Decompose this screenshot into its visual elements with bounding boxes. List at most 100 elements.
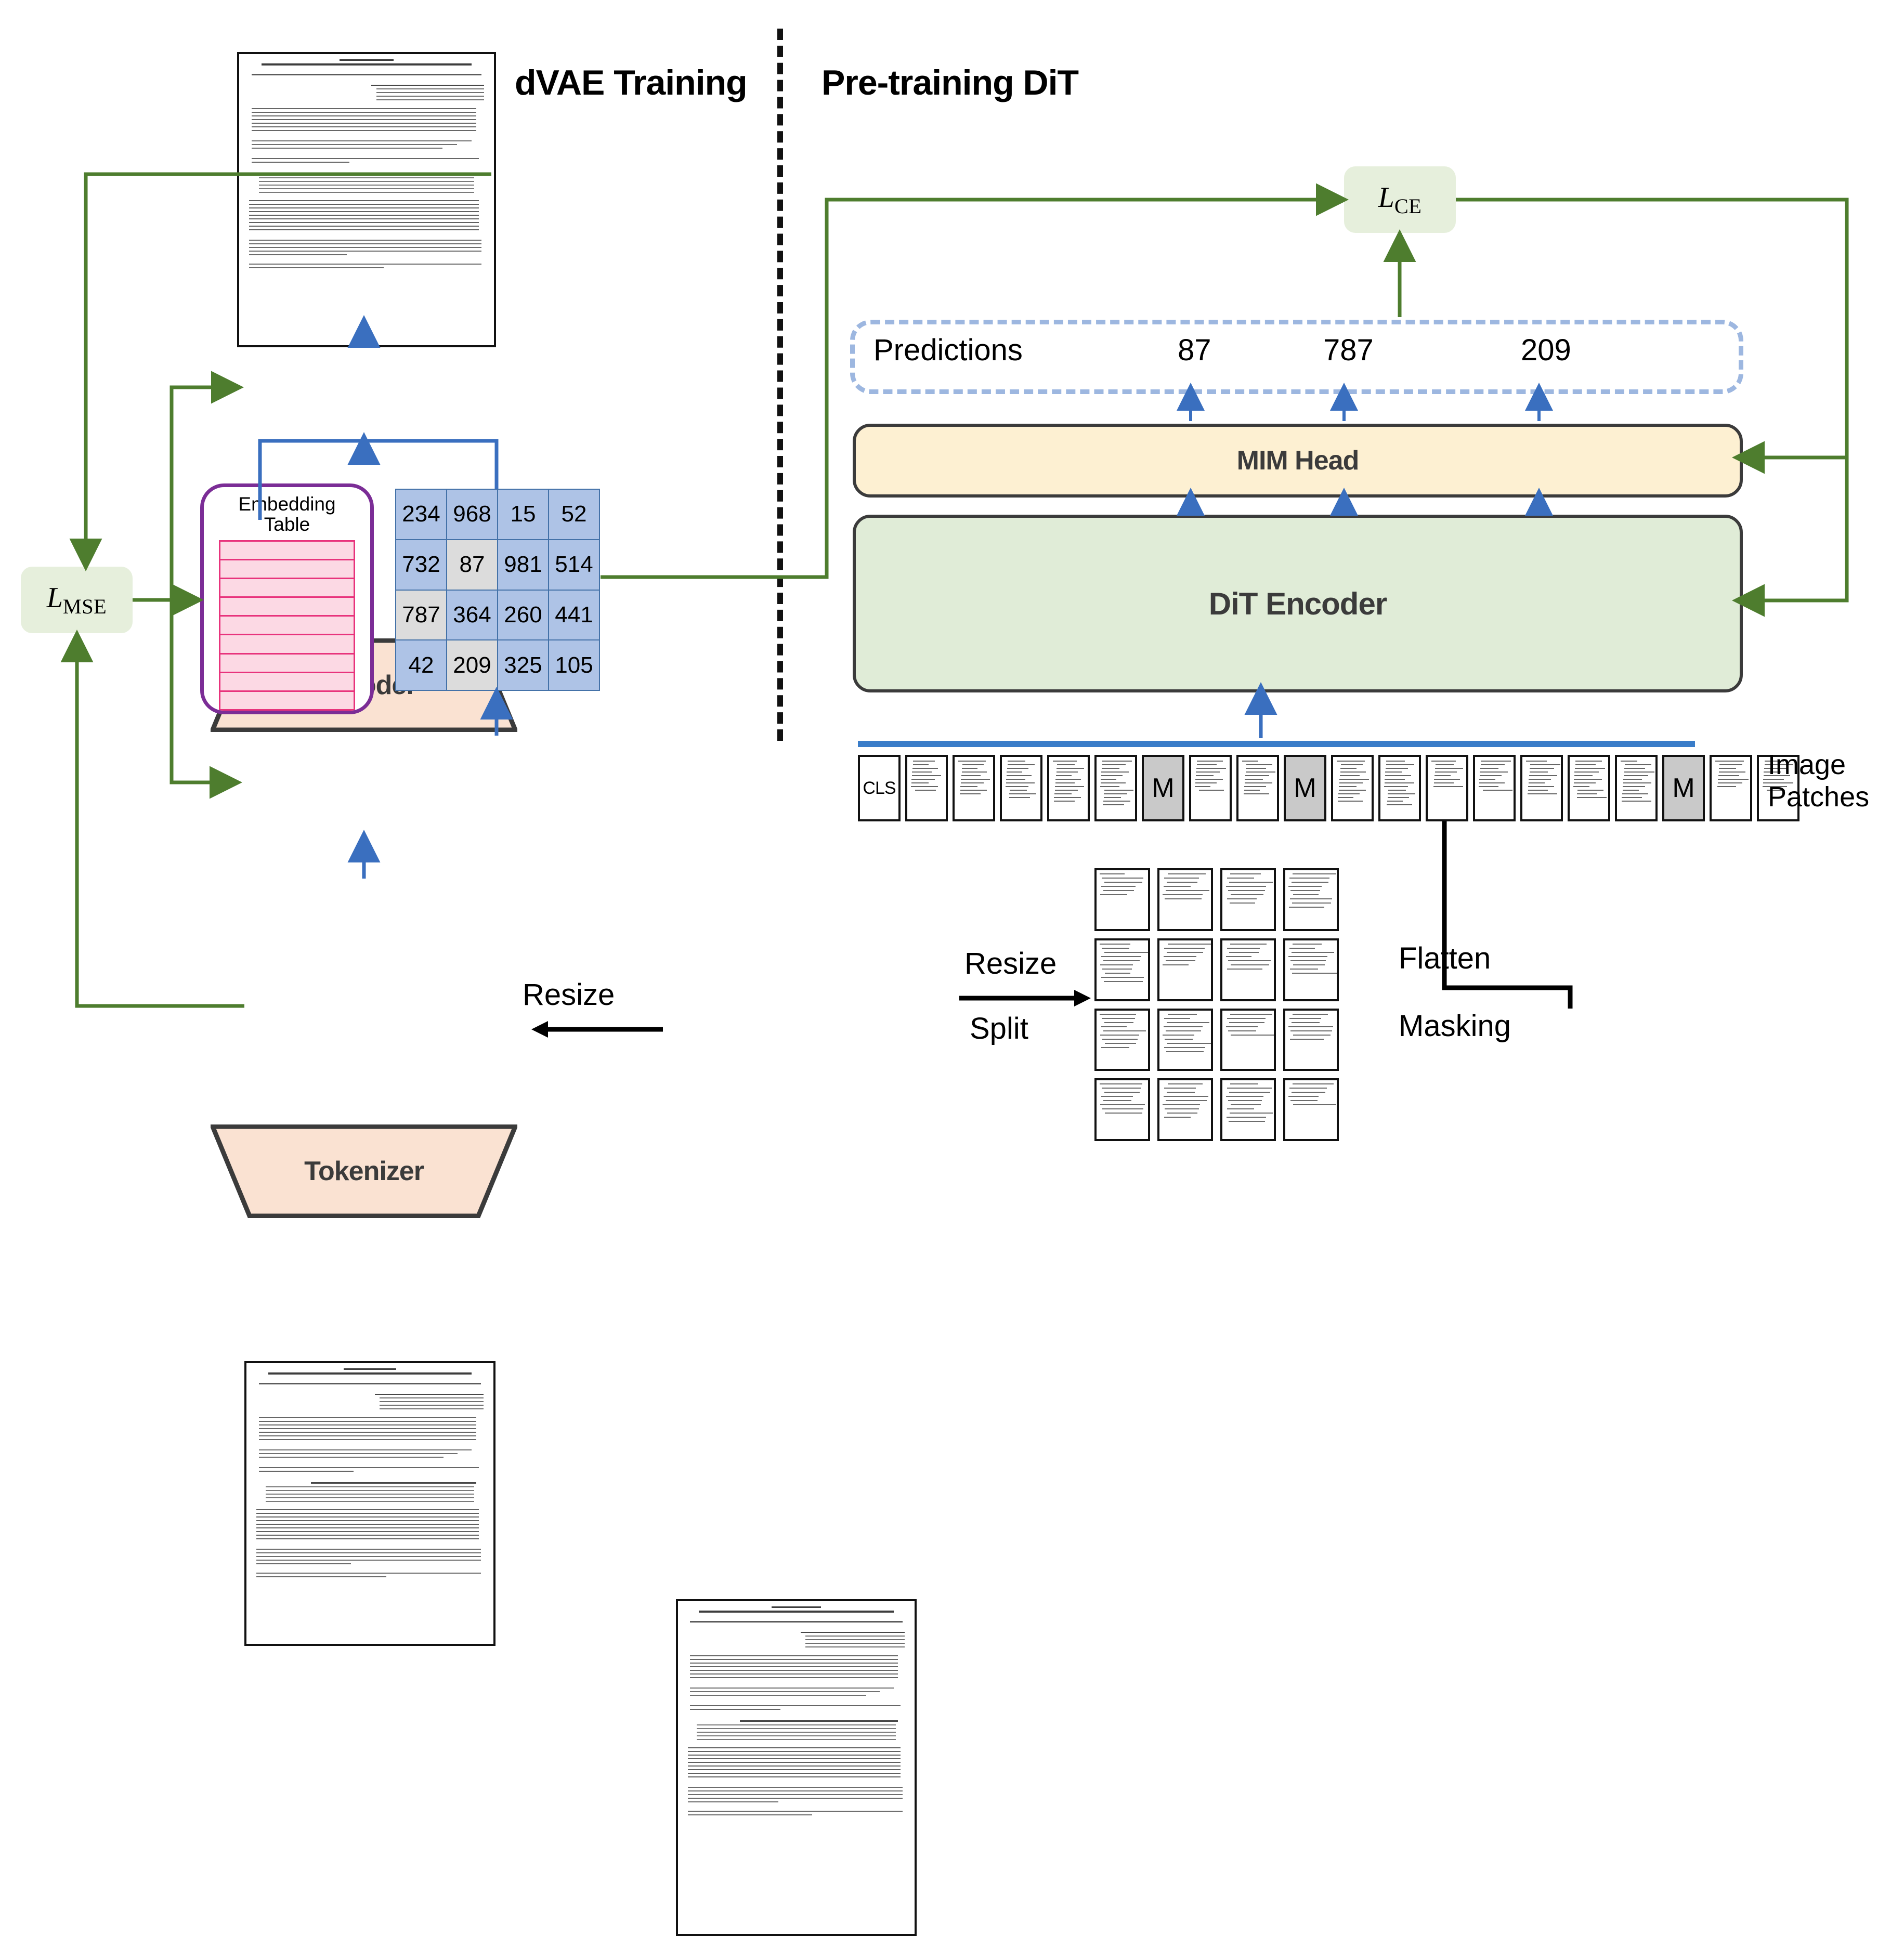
document-text-line — [261, 63, 472, 66]
document-text-line — [1718, 779, 1749, 780]
document-text-line — [376, 88, 484, 89]
mim-head-label: MIM Head — [1236, 446, 1360, 476]
document-text-line — [958, 761, 986, 762]
document-text-line — [256, 1563, 351, 1564]
split-patch — [1283, 868, 1339, 931]
token-cell: 260 — [498, 590, 548, 640]
image-patch — [1378, 755, 1421, 821]
document-text-line — [252, 148, 442, 149]
page-title-dvae: dVAE Training — [515, 63, 748, 102]
document-text-line — [252, 123, 477, 124]
token-cell: 364 — [447, 590, 497, 640]
document-text-line — [1388, 790, 1406, 791]
document-text-line — [1480, 768, 1499, 769]
document-text-line — [771, 1606, 821, 1608]
document-text-line — [687, 1761, 901, 1763]
document-text-line — [1230, 1083, 1258, 1085]
resize-left-label: Resize — [523, 978, 615, 1012]
document-text-line — [249, 243, 481, 244]
document-text-line — [340, 59, 394, 61]
document-text-line — [1228, 890, 1265, 891]
image-patch-sequence: CLS M M M — [858, 755, 1799, 821]
document-text-line — [1100, 786, 1120, 787]
document-text-line — [1227, 1108, 1254, 1110]
document-text-line — [1102, 768, 1120, 769]
document-text-line — [1101, 779, 1117, 780]
split-patch — [1283, 938, 1339, 1001]
document-text-line — [1166, 890, 1210, 891]
document-text-line — [1055, 786, 1084, 787]
document-text-line — [1167, 1013, 1197, 1015]
document-text-line — [1621, 761, 1638, 762]
document-text-line — [1164, 1117, 1191, 1118]
document-text-line — [1482, 790, 1512, 791]
document-text-line — [252, 158, 479, 159]
document-text-line — [1053, 801, 1075, 802]
document-text-line — [1764, 771, 1781, 773]
document-text-line — [266, 1486, 474, 1487]
predictions-box — [850, 320, 1743, 394]
token-cell: 441 — [549, 590, 599, 640]
embedding-table-title: Embedding Table — [238, 493, 336, 535]
document-text-line — [252, 126, 477, 127]
document-text-line — [1006, 779, 1026, 780]
image-patch — [1000, 755, 1042, 821]
document-text-line — [1229, 882, 1273, 883]
document-text-line — [1104, 1092, 1140, 1093]
document-text-line — [687, 1747, 901, 1748]
image-patch — [1473, 755, 1516, 821]
document-text-line — [1575, 768, 1606, 769]
document-text-line — [1434, 779, 1460, 780]
document-text-line — [1054, 797, 1081, 798]
document-text-line — [1339, 786, 1357, 787]
document-text-line — [256, 1512, 479, 1514]
document-text-line — [1242, 761, 1259, 762]
document-text-line — [1623, 782, 1651, 783]
document-text-line — [1163, 886, 1191, 887]
dit-encoder-block: DiT Encoder — [853, 515, 1743, 692]
document-text-line — [1101, 956, 1142, 957]
embedding-table-rows — [218, 540, 356, 711]
document-text-line — [1100, 1104, 1145, 1106]
document-text-line — [1717, 782, 1742, 783]
document-text-line — [911, 782, 929, 783]
document-text-line — [1574, 771, 1599, 773]
document-text-line — [249, 200, 479, 201]
document-text-line — [256, 1509, 479, 1510]
document-text-line — [1245, 771, 1275, 773]
document-text-line — [1387, 804, 1412, 805]
document-text-line — [1225, 886, 1267, 887]
document-text-line — [805, 1639, 905, 1640]
document-text-line — [911, 775, 941, 776]
token-cell: 52 — [549, 490, 599, 539]
document-text-line — [1163, 964, 1189, 965]
document-text-line — [690, 1673, 898, 1675]
document-text-line — [1245, 775, 1269, 776]
document-text-line — [1101, 886, 1136, 887]
document-text-line — [1340, 764, 1363, 765]
document-text-line — [371, 84, 484, 86]
document-text-line — [1292, 1013, 1328, 1015]
document-text-line — [690, 1666, 898, 1667]
document-text-line — [1530, 768, 1554, 769]
embedding-row — [218, 690, 356, 711]
document-text-line — [1006, 786, 1029, 787]
document-text-line — [1338, 797, 1354, 798]
document-text-line — [259, 177, 474, 178]
document-text-line — [687, 1801, 778, 1802]
document-text-line — [1339, 779, 1370, 780]
document-text-line — [1293, 894, 1319, 895]
document-text-line — [1195, 775, 1214, 776]
document-text-line — [1195, 786, 1210, 787]
visual-token-grid: 234 968 15 52 732 87 981 514 787 364 260 441 42 209 32… — [395, 489, 600, 691]
document-text-line — [1719, 764, 1742, 765]
document-text-line — [1167, 1113, 1197, 1114]
document-text-line — [249, 214, 479, 216]
document-text-line — [1719, 768, 1736, 769]
document-text-line — [1245, 779, 1263, 780]
document-text-line — [1244, 793, 1269, 794]
document-text-line — [1622, 793, 1648, 794]
document-text-line — [1289, 1038, 1324, 1040]
document-text-line — [252, 130, 477, 131]
document-text-line — [687, 1754, 901, 1756]
